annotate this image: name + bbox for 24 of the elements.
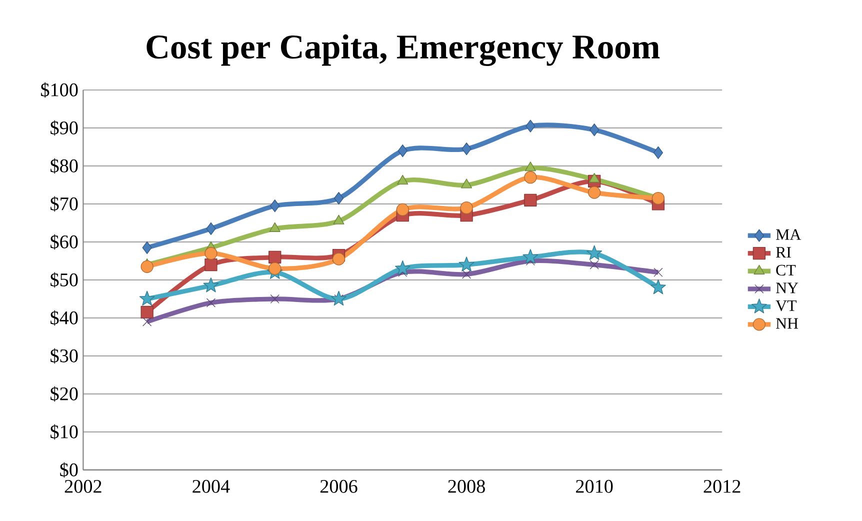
x-tick-label: 2004 bbox=[192, 480, 230, 493]
y-tick-label: $20 bbox=[50, 386, 78, 402]
legend-label: CT bbox=[776, 264, 796, 276]
x-tick-label: 2002 bbox=[64, 480, 102, 493]
y-tick-label: $30 bbox=[50, 348, 78, 364]
y-tick-label: $40 bbox=[50, 310, 78, 326]
x-tick-label: 2006 bbox=[320, 480, 358, 493]
chart-title: Cost per Capita, Emergency Room bbox=[146, 34, 660, 66]
y-tick-label: $70 bbox=[50, 196, 78, 212]
x-tick-label: 2010 bbox=[576, 480, 613, 493]
y-tick-label: $0 bbox=[60, 462, 78, 478]
legend-label: MA bbox=[776, 229, 802, 240]
y-tick-label: $90 bbox=[50, 120, 78, 136]
y-tick-label: $100 bbox=[41, 82, 78, 98]
y-tick-label: $80 bbox=[50, 158, 78, 174]
x-tick-label: 2012 bbox=[704, 480, 740, 493]
y-tick-label: $50 bbox=[50, 272, 78, 288]
legend-label: RI bbox=[776, 247, 791, 258]
x-tick-label: 2008 bbox=[448, 480, 485, 493]
legend-label: NY bbox=[776, 282, 798, 294]
legend-label: NH bbox=[776, 318, 798, 329]
legend-label: VT bbox=[776, 300, 797, 312]
y-tick-label: $10 bbox=[50, 424, 78, 440]
y-tick-label: $60 bbox=[50, 234, 78, 250]
